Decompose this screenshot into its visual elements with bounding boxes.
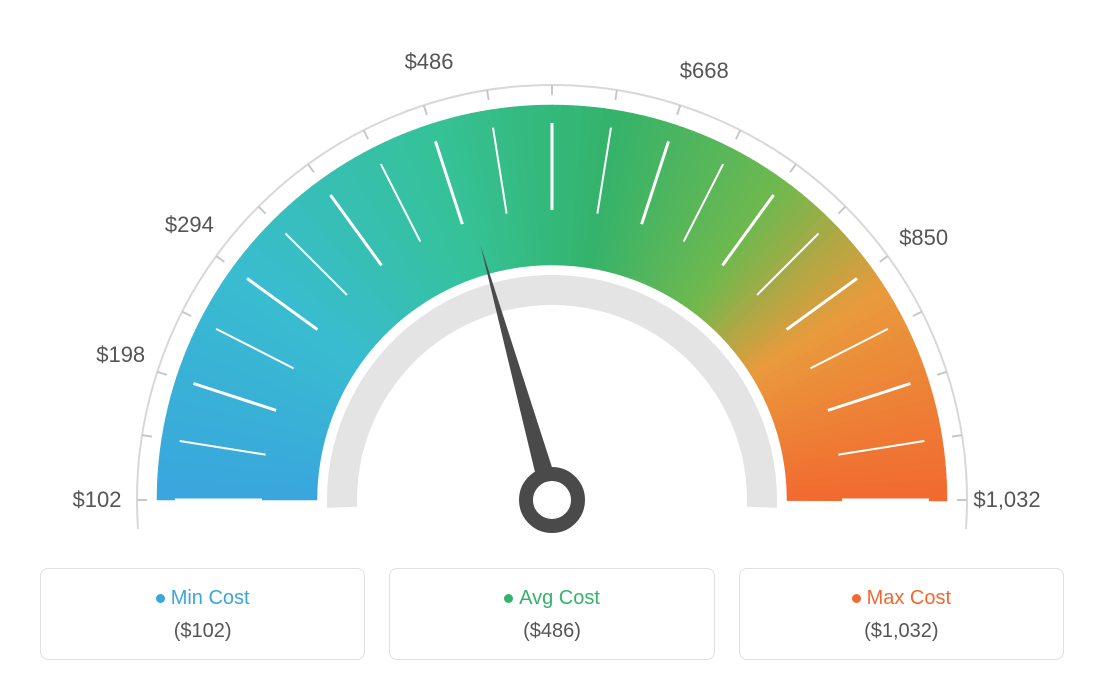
legend-title-avg: Avg Cost bbox=[400, 587, 703, 610]
gauge-svg bbox=[0, 0, 1104, 560]
legend-card-avg: Avg Cost ($486) bbox=[389, 568, 714, 660]
legend-title-min: Min Cost bbox=[51, 587, 354, 610]
gauge-tick-label: $486 bbox=[405, 49, 454, 75]
legend-dot-max bbox=[852, 594, 861, 603]
legend-label-avg: Avg Cost bbox=[519, 587, 600, 609]
legend-card-min: Min Cost ($102) bbox=[40, 568, 365, 660]
legend-card-max: Max Cost ($1,032) bbox=[739, 568, 1064, 660]
gauge-tick-label: $668 bbox=[680, 58, 729, 84]
gauge-tick-label: $102 bbox=[73, 487, 122, 513]
legend-row: Min Cost ($102) Avg Cost ($486) Max Cost… bbox=[40, 568, 1064, 660]
gauge-tick-label: $198 bbox=[96, 342, 145, 368]
legend-value-avg: ($486) bbox=[400, 620, 703, 643]
gauge-chart-container: $102 $198 $294 $486 $668 $850 $1,032 Min Cost … bbox=[0, 0, 1104, 690]
legend-label-min: Min Cost bbox=[171, 587, 250, 609]
gauge-tick-label: $850 bbox=[899, 225, 948, 251]
gauge-tick-label: $1,032 bbox=[973, 487, 1040, 513]
gauge-area: $102 $198 $294 $486 $668 $850 $1,032 bbox=[0, 0, 1104, 560]
gauge-tick-label: $294 bbox=[165, 212, 214, 238]
legend-label-max: Max Cost bbox=[867, 587, 951, 609]
legend-dot-avg bbox=[504, 594, 513, 603]
legend-dot-min bbox=[156, 594, 165, 603]
gauge-needle-hub bbox=[526, 474, 578, 526]
legend-value-min: ($102) bbox=[51, 620, 354, 643]
legend-value-max: ($1,032) bbox=[750, 620, 1053, 643]
legend-title-max: Max Cost bbox=[750, 587, 1053, 610]
